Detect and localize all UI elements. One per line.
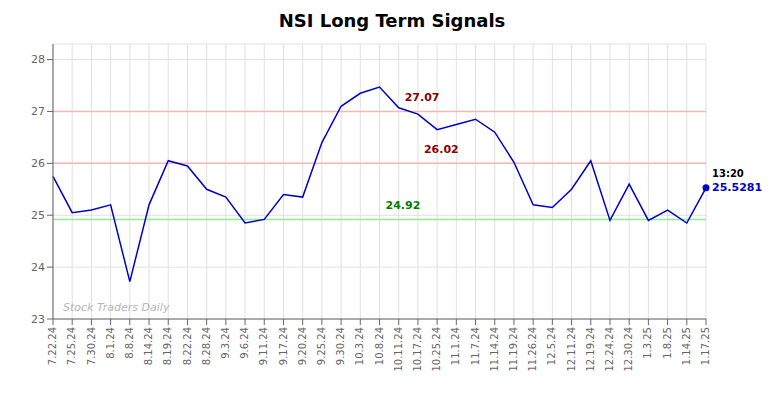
svg-text:8.19.24: 8.19.24 bbox=[162, 327, 173, 365]
svg-text:12.30.24: 12.30.24 bbox=[623, 327, 634, 372]
svg-text:11.1.24: 11.1.24 bbox=[450, 327, 461, 365]
svg-text:23: 23 bbox=[31, 313, 45, 326]
svg-text:9.3.24: 9.3.24 bbox=[220, 327, 231, 359]
svg-text:11.26.24: 11.26.24 bbox=[527, 327, 538, 372]
svg-text:26.02: 26.02 bbox=[424, 143, 459, 156]
svg-text:12.24.24: 12.24.24 bbox=[604, 327, 615, 372]
svg-text:27.07: 27.07 bbox=[405, 91, 440, 104]
svg-text:Stock Traders Daily: Stock Traders Daily bbox=[63, 301, 170, 314]
svg-text:24: 24 bbox=[31, 261, 45, 274]
svg-text:24.92: 24.92 bbox=[386, 199, 421, 212]
svg-text:10.17.24: 10.17.24 bbox=[412, 327, 423, 372]
svg-text:9.11.24: 9.11.24 bbox=[258, 327, 269, 365]
svg-text:10.11.24: 10.11.24 bbox=[393, 327, 404, 372]
svg-text:12.5.24: 12.5.24 bbox=[546, 327, 557, 365]
svg-text:1.8.25: 1.8.25 bbox=[662, 327, 673, 359]
svg-text:25: 25 bbox=[31, 209, 45, 222]
svg-text:9.17.24: 9.17.24 bbox=[278, 327, 289, 365]
svg-text:9.25.24: 9.25.24 bbox=[316, 327, 327, 365]
svg-text:11.14.24: 11.14.24 bbox=[489, 327, 500, 372]
svg-text:8.8.24: 8.8.24 bbox=[124, 327, 135, 359]
svg-text:10.25.24: 10.25.24 bbox=[431, 327, 442, 372]
svg-text:26: 26 bbox=[31, 157, 45, 170]
svg-text:8.28.24: 8.28.24 bbox=[201, 327, 212, 365]
svg-text:1.14.25: 1.14.25 bbox=[681, 327, 692, 365]
svg-text:1.3.25: 1.3.25 bbox=[642, 327, 653, 359]
svg-text:1.17.25: 1.17.25 bbox=[700, 327, 711, 365]
svg-text:11.19.24: 11.19.24 bbox=[508, 327, 519, 372]
svg-text:12.19.24: 12.19.24 bbox=[585, 327, 596, 372]
svg-text:11.7.24: 11.7.24 bbox=[470, 327, 481, 365]
svg-text:9.6.24: 9.6.24 bbox=[239, 327, 250, 359]
svg-text:9.20.24: 9.20.24 bbox=[297, 327, 308, 365]
svg-text:10.8.24: 10.8.24 bbox=[374, 327, 385, 365]
svg-text:12.11.24: 12.11.24 bbox=[566, 327, 577, 372]
svg-text:7.22.24: 7.22.24 bbox=[47, 327, 58, 365]
svg-text:13:20: 13:20 bbox=[712, 168, 744, 179]
svg-text:8.1.24: 8.1.24 bbox=[105, 327, 116, 359]
html-text:NSI Long Term Signals: NSI Long Term Signals bbox=[278, 10, 506, 31]
svg-text:8.22.24: 8.22.24 bbox=[182, 327, 193, 365]
svg-text:8.14.24: 8.14.24 bbox=[143, 327, 154, 365]
svg-text:7.30.24: 7.30.24 bbox=[86, 327, 97, 365]
svg-text:10.3.24: 10.3.24 bbox=[354, 327, 365, 365]
svg-text:7.25.24: 7.25.24 bbox=[66, 327, 77, 365]
svg-text:9.30.24: 9.30.24 bbox=[335, 327, 346, 365]
svg-text:25.5281: 25.5281 bbox=[712, 181, 762, 194]
svg-text:28: 28 bbox=[31, 53, 45, 66]
svg-text:27: 27 bbox=[31, 105, 45, 118]
